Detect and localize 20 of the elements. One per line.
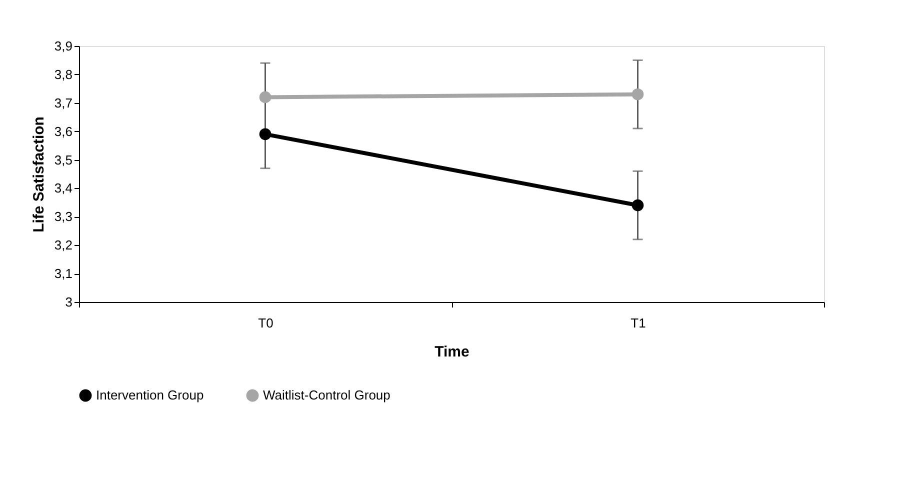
y-tick-label: 3,6: [54, 124, 72, 139]
legend-label: Intervention Group: [96, 388, 204, 403]
y-tick-label: 3,5: [54, 152, 72, 168]
y-tick-label: 3,3: [54, 209, 72, 224]
x-tick-label: T0: [258, 316, 274, 330]
legend-label: Waitlist-Control Group: [263, 388, 390, 403]
y-tick-label: 3,9: [54, 38, 72, 54]
point: [259, 128, 272, 140]
y-tick-label: 3,2: [54, 238, 72, 253]
point: [632, 199, 644, 212]
y-tick-label: 3,8: [54, 66, 72, 82]
y-tick-label: 3,7: [54, 95, 72, 110]
point: [632, 88, 644, 100]
point: [259, 91, 272, 104]
x-axis-title: Time: [434, 344, 470, 360]
y-axis-title: Life Satisfaction: [30, 116, 48, 232]
y-tick-label: 3,1: [54, 266, 72, 282]
y-tick-label: 3: [65, 294, 72, 310]
x-tick-label: T1: [630, 316, 646, 330]
y-tick-label: 3,4: [54, 180, 72, 196]
